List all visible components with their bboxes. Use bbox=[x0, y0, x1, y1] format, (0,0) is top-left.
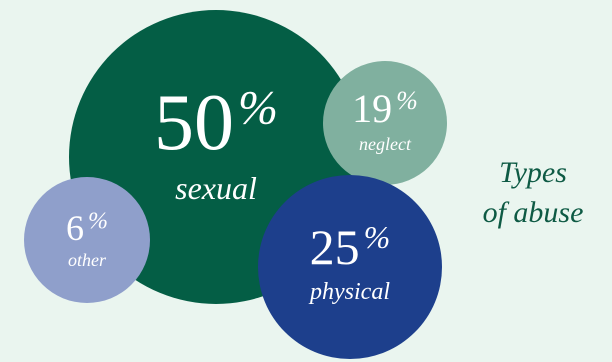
percent-sign: % bbox=[88, 208, 108, 234]
bubble-label-neglect: neglect bbox=[359, 134, 412, 154]
bubble-value-neglect: 19% bbox=[352, 86, 418, 131]
percent-sign: % bbox=[238, 81, 278, 134]
bubble-label-other: other bbox=[68, 250, 107, 270]
bubble-value-sexual: 50% bbox=[154, 79, 278, 167]
percent-sign: % bbox=[364, 219, 391, 255]
bubble-circle-neglect bbox=[323, 61, 447, 185]
bubble-physical: 25 % physical bbox=[258, 175, 442, 359]
bubble-neglect: 19 % neglect bbox=[323, 61, 447, 185]
percent-sign: % bbox=[396, 86, 418, 115]
bubble-label-physical: physical bbox=[308, 279, 390, 305]
chart-title-line-2: of abuse bbox=[483, 196, 584, 229]
bubble-circle-physical bbox=[258, 175, 442, 359]
bubble-circle-other bbox=[24, 177, 150, 303]
bubble-value-other: 6% bbox=[66, 208, 108, 248]
chart-title-line-1: Types bbox=[499, 156, 567, 189]
bubble-label-sexual: sexual bbox=[175, 170, 257, 206]
bubble-value-physical: 25% bbox=[310, 219, 391, 275]
bubble-other: 6 %other bbox=[24, 177, 150, 303]
